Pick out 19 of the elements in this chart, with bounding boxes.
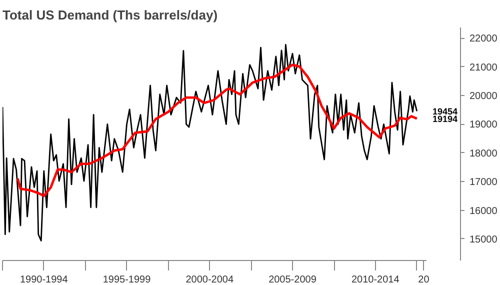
x-tick-label: 2005-2009	[268, 274, 317, 285]
y-tick-label: 18000	[470, 148, 498, 160]
x-tick-label: 20	[418, 274, 430, 285]
y-tick-label: 17000	[470, 177, 498, 188]
y-tick-label: 21000	[470, 62, 498, 74]
chart-title: Total US Demand (Ths barrels/day)	[2, 8, 218, 22]
y-tick-label: 20000	[470, 91, 498, 102]
y-tick-label: 16000	[470, 206, 498, 217]
data-label: 19194	[432, 114, 458, 124]
data-label: 19454	[432, 106, 458, 117]
line-series	[2, 44, 418, 242]
y-tick-label: 19000	[470, 120, 498, 131]
y-tick-label: 15000	[470, 234, 498, 246]
y-tick-label: 22000	[470, 34, 498, 45]
x-tick-label: 1990-1994	[20, 274, 68, 285]
line-series	[16, 64, 418, 198]
x-tick-label: 2010-2014	[351, 274, 400, 285]
x-tick-label: 1995-1999	[102, 274, 152, 285]
x-tick-label: 2000-2004	[186, 274, 234, 285]
